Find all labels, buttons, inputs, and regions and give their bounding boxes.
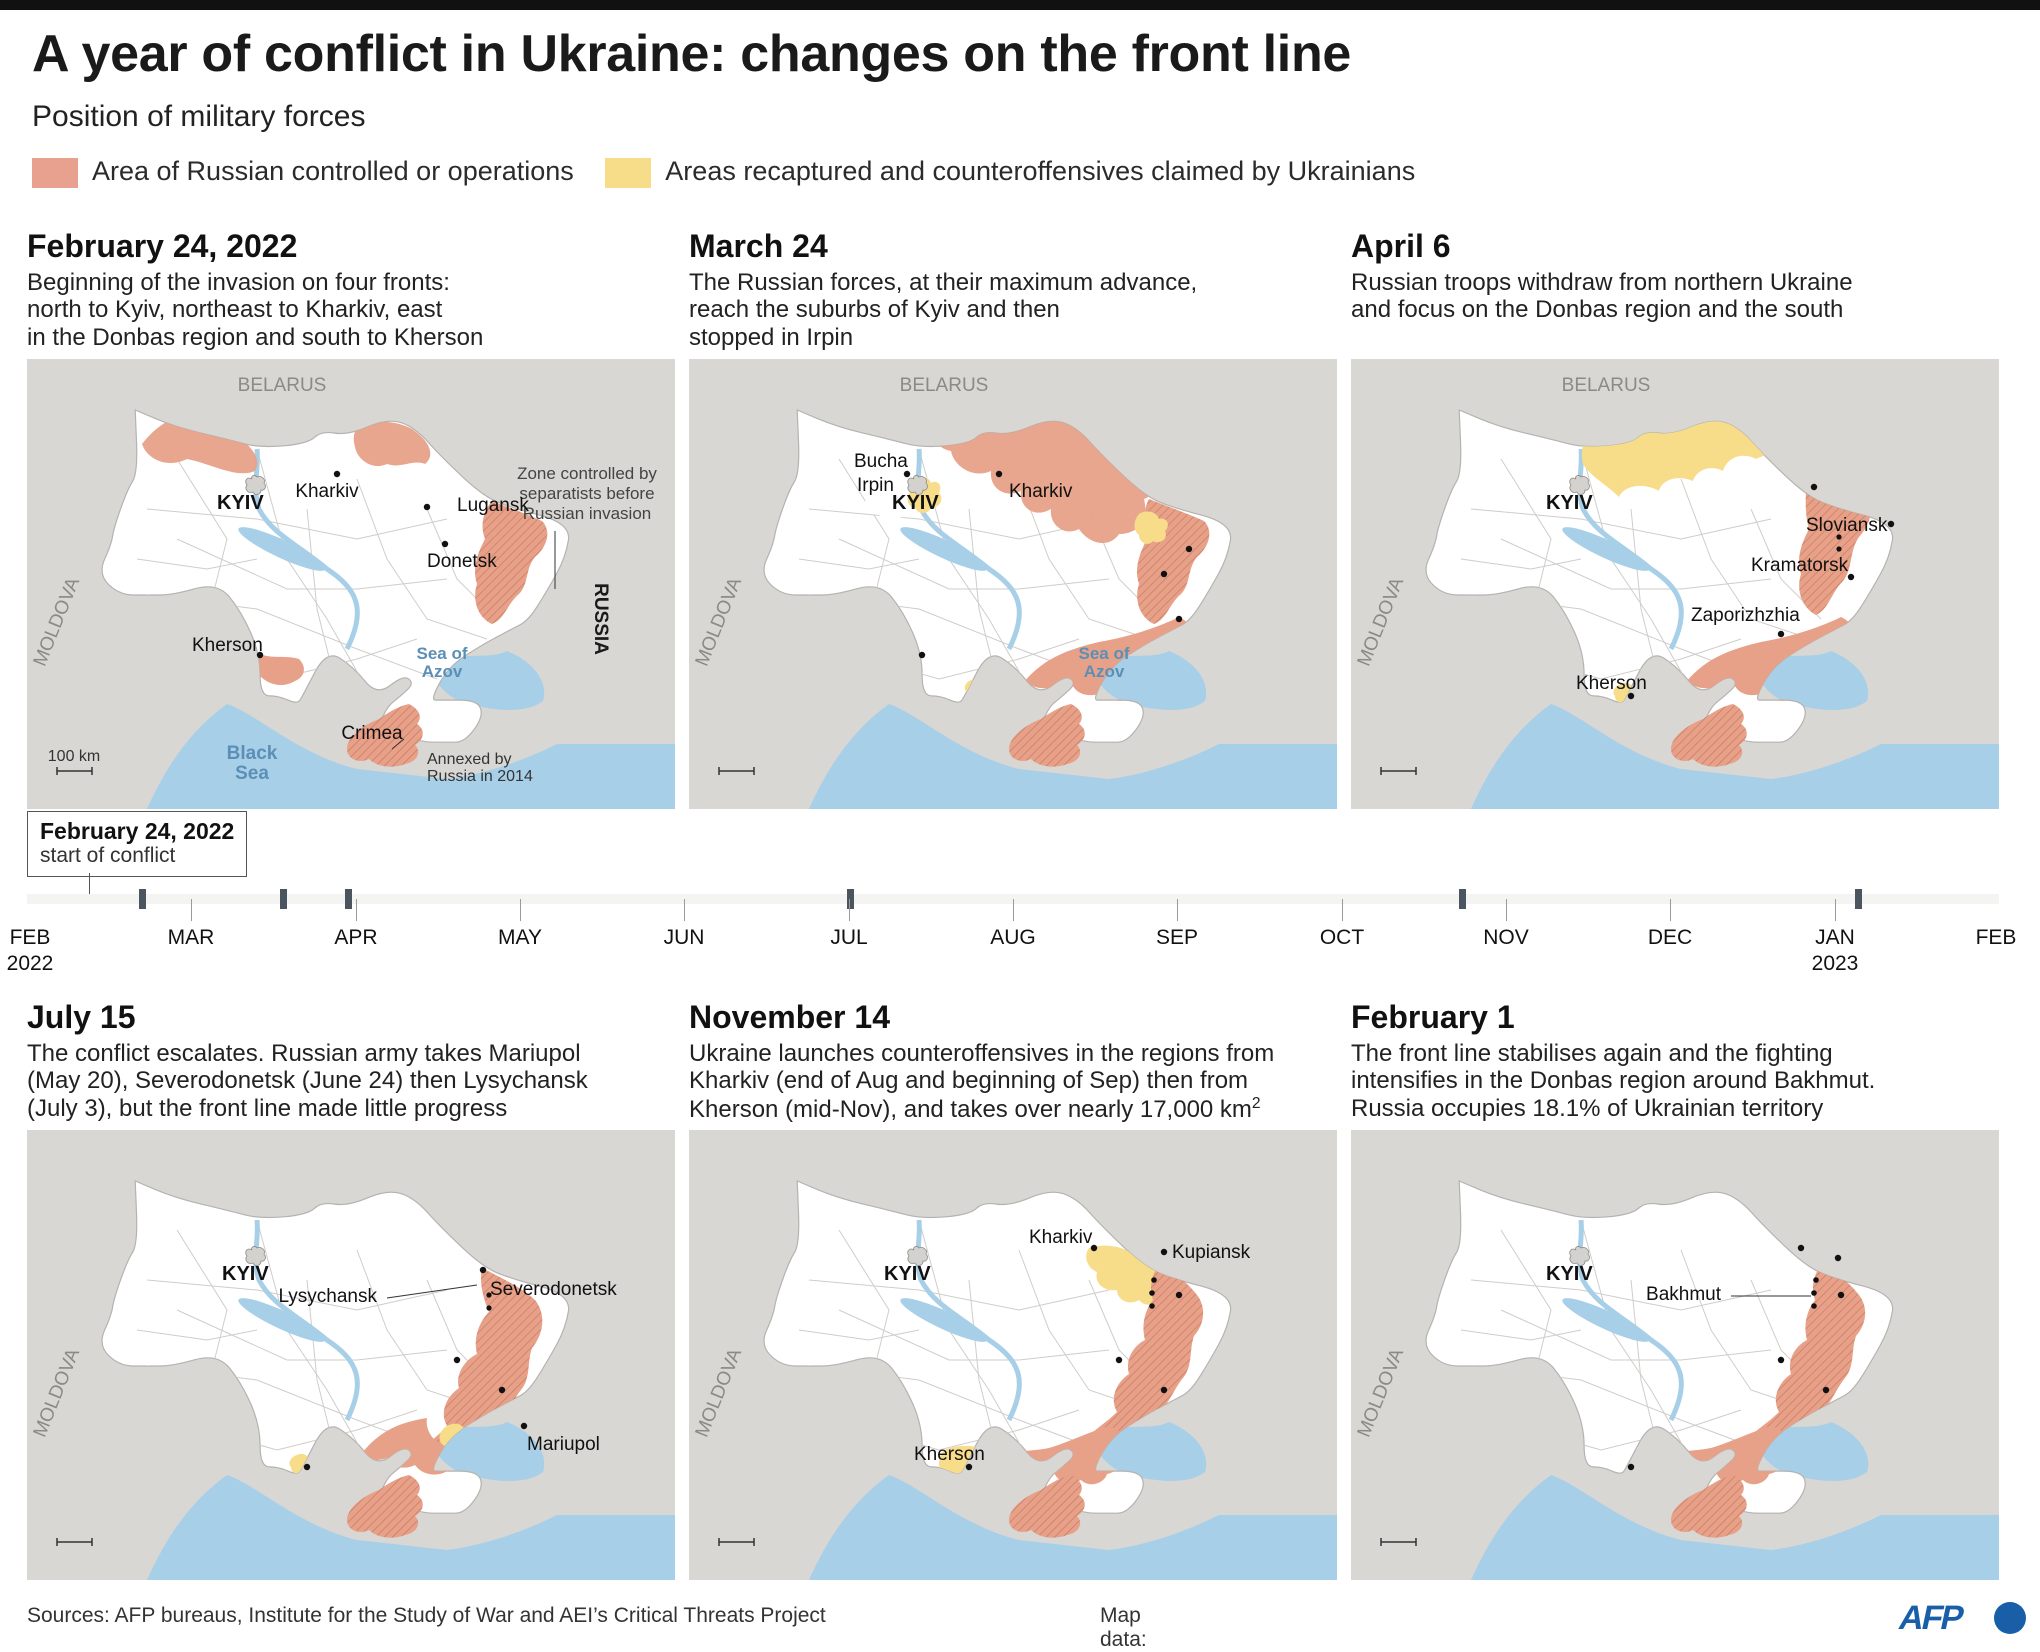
svg-text:Donetsk: Donetsk: [427, 551, 497, 572]
svg-text:Bakhmut: Bakhmut: [1646, 1284, 1722, 1305]
svg-text:Crimea: Crimea: [341, 723, 403, 744]
svg-text:Zaporizhzhia: Zaporizhzhia: [1691, 605, 1800, 626]
svg-text:Mariupol: Mariupol: [527, 1434, 600, 1455]
svg-text:Azov: Azov: [422, 662, 463, 681]
svg-text:KYIV: KYIV: [884, 1263, 931, 1285]
svg-text:KYIV: KYIV: [1546, 1263, 1593, 1285]
svg-text:KYIV: KYIV: [222, 1263, 269, 1285]
svg-text:BELARUS: BELARUS: [1562, 375, 1651, 396]
svg-text:Zone controlled by: Zone controlled by: [517, 464, 657, 483]
svg-text:AFP: AFP: [1898, 1599, 1967, 1637]
svg-text:Kupiansk: Kupiansk: [1172, 1242, 1251, 1263]
svg-text:Lugansk: Lugansk: [457, 495, 529, 516]
svg-text:Bucha: Bucha: [854, 451, 908, 472]
svg-text:Sea of: Sea of: [416, 644, 467, 663]
svg-text:BELARUS: BELARUS: [238, 375, 327, 396]
svg-text:Severodonetsk: Severodonetsk: [490, 1279, 617, 1300]
svg-text:Kherson: Kherson: [1576, 673, 1647, 694]
svg-text:Black: Black: [227, 743, 278, 764]
svg-text:Irpin: Irpin: [857, 475, 894, 496]
svg-text:KYIV: KYIV: [217, 492, 264, 514]
svg-text:Kherson: Kherson: [914, 1444, 985, 1465]
svg-text:BELARUS: BELARUS: [900, 375, 989, 396]
svg-text:100 km: 100 km: [48, 748, 100, 765]
svg-text:Kharkiv: Kharkiv: [295, 481, 359, 502]
svg-text:Lysychansk: Lysychansk: [278, 1286, 377, 1307]
svg-text:Sloviansk: Sloviansk: [1806, 515, 1888, 536]
svg-text:KYIV: KYIV: [892, 492, 939, 514]
svg-text:Kramatorsk: Kramatorsk: [1751, 555, 1849, 576]
svg-text:Kharkiv: Kharkiv: [1009, 481, 1073, 502]
svg-text:Azov: Azov: [1084, 662, 1125, 681]
svg-text:Kharkiv: Kharkiv: [1029, 1227, 1093, 1248]
svg-text:separatists before: separatists before: [519, 484, 654, 503]
svg-text:Kherson: Kherson: [192, 635, 263, 656]
svg-text:Russian invasion: Russian invasion: [523, 504, 652, 523]
svg-text:Sea of: Sea of: [1078, 644, 1129, 663]
svg-text:KYIV: KYIV: [1546, 492, 1593, 514]
svg-text:Sea: Sea: [235, 763, 269, 784]
svg-text:Russia in 2014: Russia in 2014: [427, 768, 533, 785]
svg-text:Annexed by: Annexed by: [427, 751, 512, 768]
svg-text:RUSSIA: RUSSIA: [590, 583, 611, 655]
